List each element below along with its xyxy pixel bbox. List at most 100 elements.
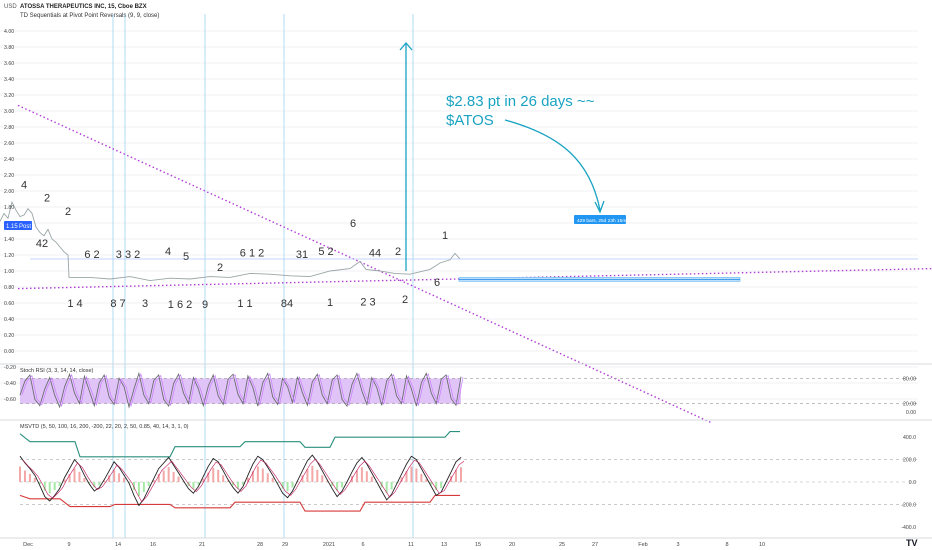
td-count-label-bottom: 9 [202,299,208,311]
td-count-label-top: 3 3 2 [116,249,140,261]
td-count-label-top: 5 [183,251,189,263]
time-tick-label: 25 [559,542,565,548]
current-price-label: Post [19,224,31,230]
msvtd-upper-step [19,431,460,458]
price-target-arrowhead [399,42,413,51]
td-count-label-top: 2 [217,262,223,274]
time-tick-label: 29 [282,542,288,548]
annotation-line-2[interactable]: $ATOS [446,112,494,129]
td-count-label-bottom: 6 [434,277,440,289]
price-tick-label: 3.40 [4,77,14,83]
td-count-label-bottom: 2 [402,294,408,306]
descending-trendline [17,104,713,424]
time-tick-label: 14 [115,542,121,548]
time-tick-label: 2021 [323,542,335,548]
currency-label: USD [4,4,17,10]
td-count-label-bottom: 3 [142,298,148,310]
price-tick-label: 0.60 [4,301,14,307]
price-series-line [0,200,461,282]
price-tick-label: 2.60 [4,141,14,147]
price-tick-label: 0.40 [4,317,14,323]
msvtd-tick-label: 200.0 [903,458,916,464]
td-count-label-bottom: 84 [281,298,293,310]
td-count-label-top: 2 [395,246,401,258]
price-tick-label: 3.20 [4,93,14,99]
time-axis[interactable]: Dec 9 14 16 21 28 29 2021 6 11 13 15 20 25 27 Feb 3 8 10 [23,542,765,548]
td-count-label-top: 6 2 [84,249,99,261]
price-tick-label: 2.20 [4,173,14,179]
td-count-label-top: 1 [442,230,448,242]
td-count-label-bottom: 1 4 [67,298,82,310]
price-tick-label: 2.00 [4,189,14,195]
symbol-title[interactable]: ATOSSA THERAPEUTICS INC, 15, Cboe BZX [20,4,147,10]
price-tick-label: -0.60 [4,397,16,403]
time-tick-label: 28 [257,542,263,548]
annotation-curve[interactable] [504,119,601,211]
price-tick-label: 1.40 [4,237,14,243]
price-tick-label: 2.80 [4,125,14,131]
msvtd-label[interactable]: MSVTD (5, 50, 100, 16, 200, -200, 22, 20… [20,424,189,430]
price-tick-label: 3.60 [4,61,14,67]
stoch-k-line [19,371,462,409]
price-tick-label: 1.20 [4,253,14,259]
td-indicator-label[interactable]: TD Sequentials at Pivot Point Reversals … [20,13,159,19]
current-price-value: 1.15 [6,224,18,230]
time-tick-label: 10 [759,542,765,548]
price-tick-label: 2.40 [4,157,14,163]
msvtd-tick-label: -200.0 [901,502,916,508]
time-tick-label: 21 [199,542,205,548]
price-tick-label: 1.00 [4,269,14,275]
td-count-label-bottom: 1 6 2 [168,299,192,311]
stoch-rsi-pane: 80.00 20.00 0.00 [19,371,918,416]
stoch-tick-label: 20.00 [903,402,916,408]
current-price-tag: 1.15 Post [4,221,32,230]
msvtd-lower-step [19,494,460,512]
time-tick-label: 11 [408,542,414,548]
td-count-label-bottom: 8 7 [110,298,125,310]
time-tick-label: 16 [150,542,156,548]
td-count-label-bottom: 1 1 [237,298,252,310]
measure-label[interactable]: 429 bars, 25d 23h 15m [574,215,626,224]
time-tick-label: 3 [676,542,679,548]
time-tick-label: 6 [361,542,364,548]
annotation-line-1[interactable]: $2.83 pt in 26 days ~~ [446,93,595,110]
time-tick-label: Feb [638,542,647,548]
time-tick-label: 9 [67,542,70,548]
td-count-label-top: 44 [369,248,381,260]
time-tick-label: 13 [441,542,447,548]
price-tick-label: 0.80 [4,285,14,291]
price-axis[interactable]: 4.00 3.80 3.60 3.40 3.20 3.00 2.80 2.60 2.40 2.20… [4,29,16,403]
msvtd-oscillator-line [19,454,462,507]
measure-label-text: 429 bars, 25d 23h 15m [577,218,626,224]
msvtd-tick-label: 0.0 [909,480,916,486]
annotation-curve-arrowhead [594,200,605,214]
td-count-label-top: 4 [21,180,27,192]
stoch-rsi-label[interactable]: Stoch RSI (3, 3, 14, 14, close) [20,368,94,374]
td-count-label-top: 4 [165,246,171,258]
tradingview-logo[interactable]: TV [906,538,918,548]
msvtd-tick-label: 400.0 [903,435,916,441]
stoch-tick-label: 0.00 [906,410,916,416]
msvtd-tick-label: -400.0 [901,525,916,531]
time-tick-label: 15 [475,542,481,548]
td-count-label-bottom: 1 [327,297,333,309]
time-tick-label: 20 [509,542,515,548]
price-tick-label: 1.80 [4,205,14,211]
msvtd-pane: 400.0 200.0 0.0 -200.0 -400.0 [19,431,918,531]
td-count-label-top: 31 [296,249,308,261]
time-tick-label: 27 [592,542,598,548]
time-tick-label: Dec [23,542,33,548]
price-tick-label: -0.20 [4,365,16,371]
stoch-d-line [21,372,464,408]
td-count-label-top: 2 [65,206,71,218]
td-count-label-bottom: 2 3 [360,296,375,308]
td-count-label-top: 2 [44,192,50,204]
price-tick-label: 4.00 [4,29,14,35]
price-tick-label: 3.80 [4,45,14,51]
td-count-label-top: 42 [36,238,48,250]
time-tick-label: 8 [725,542,728,548]
stoch-tick-label: 80.00 [903,376,916,382]
td-count-label-top: 6 [350,218,356,230]
